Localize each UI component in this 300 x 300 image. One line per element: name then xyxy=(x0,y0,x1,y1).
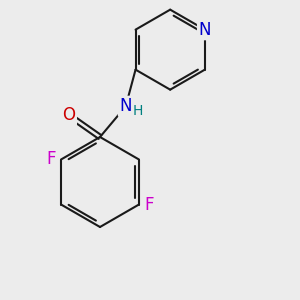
Text: N: N xyxy=(199,21,211,39)
Text: H: H xyxy=(133,104,143,118)
Text: N: N xyxy=(119,98,132,116)
Text: F: F xyxy=(144,196,154,214)
Text: O: O xyxy=(62,106,75,124)
Text: F: F xyxy=(46,151,56,169)
